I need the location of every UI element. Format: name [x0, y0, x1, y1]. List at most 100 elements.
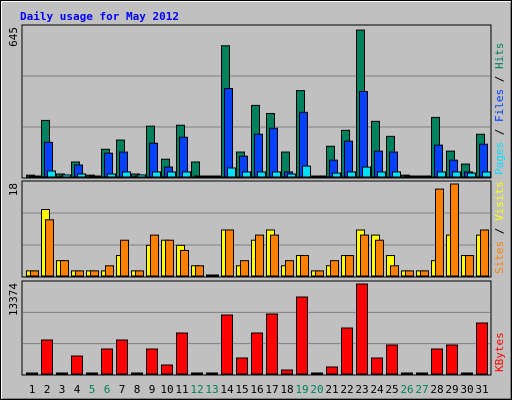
bar — [311, 372, 323, 375]
bar — [377, 171, 386, 178]
bar — [467, 172, 476, 178]
x-tick-label: 12 — [190, 383, 203, 396]
bar — [407, 175, 416, 178]
bar — [165, 239, 174, 277]
bar — [236, 357, 248, 375]
x-tick-label: 17 — [265, 383, 278, 396]
bar — [206, 372, 218, 375]
bar — [269, 127, 278, 178]
bar — [482, 171, 491, 178]
legend-separator: / — [493, 122, 506, 142]
bar — [101, 348, 113, 375]
bar — [30, 270, 39, 277]
bar — [191, 161, 200, 178]
legend-entry: Files — [493, 89, 506, 122]
bar — [360, 234, 369, 277]
legend-entry: KBytes — [493, 332, 506, 372]
bar — [390, 265, 399, 277]
bar — [345, 255, 354, 277]
x-tick-label: 5 — [89, 383, 96, 396]
x-tick-label: 16 — [250, 383, 263, 396]
bar — [152, 171, 161, 178]
bar — [251, 332, 263, 375]
bar — [116, 339, 128, 375]
x-tick-label: 19 — [295, 383, 308, 396]
bar — [212, 175, 221, 178]
x-tick-label: 1 — [29, 383, 36, 396]
legend-entry: Sites — [493, 241, 506, 274]
bar — [41, 339, 53, 375]
bar — [71, 355, 83, 375]
bar — [300, 255, 309, 277]
bar — [150, 234, 159, 277]
x-tick-label: 25 — [385, 383, 398, 396]
bar — [392, 171, 401, 178]
legend-separator: / — [493, 69, 506, 89]
bar — [75, 270, 84, 277]
bar — [77, 173, 86, 178]
bar — [180, 249, 189, 277]
bar — [179, 136, 188, 178]
bar — [465, 255, 474, 277]
bar — [47, 170, 56, 178]
bar — [332, 172, 341, 178]
bar — [131, 372, 143, 375]
bar — [420, 270, 429, 277]
x-tick-label: 11 — [175, 383, 188, 396]
bar — [197, 175, 206, 178]
y-max-label: 13374 — [7, 283, 20, 316]
bar — [255, 234, 264, 277]
bar — [221, 314, 233, 375]
bar — [242, 171, 251, 178]
bar — [422, 175, 431, 178]
bar — [285, 260, 294, 277]
bar — [92, 175, 101, 178]
bar — [86, 372, 98, 375]
bar — [45, 219, 54, 277]
bar — [240, 260, 249, 277]
legend: Sites / Visits — [493, 181, 506, 274]
legend-entry: Hits — [493, 43, 506, 70]
bar — [270, 234, 279, 277]
bar — [326, 366, 338, 375]
x-tick-label: 9 — [149, 383, 156, 396]
x-tick-label: 15 — [235, 383, 248, 396]
bar — [386, 344, 398, 375]
chart-title: Daily usage for May 2012 — [20, 10, 179, 23]
bar — [32, 175, 41, 178]
x-tick-label: 26 — [400, 383, 413, 396]
bar — [302, 165, 311, 178]
bar — [122, 171, 131, 178]
bar — [120, 239, 129, 277]
legend: Pages / Files / Hits — [493, 43, 506, 176]
x-tick-label: 24 — [370, 383, 384, 396]
bar — [90, 270, 99, 277]
bar — [437, 171, 446, 178]
bar — [191, 372, 203, 375]
bar — [56, 372, 68, 375]
bar — [450, 183, 459, 277]
bar — [296, 296, 308, 375]
x-tick-label: 29 — [445, 383, 458, 396]
bar — [257, 171, 266, 178]
bar — [225, 229, 234, 277]
x-tick-label: 14 — [220, 383, 234, 396]
x-tick-label: 20 — [310, 383, 323, 396]
bar — [317, 175, 326, 178]
bar — [452, 171, 461, 178]
bar — [272, 171, 281, 178]
bar — [476, 322, 488, 375]
bar — [137, 174, 146, 178]
bar — [330, 260, 339, 277]
bar — [254, 133, 263, 178]
y-max-label: 18 — [7, 183, 20, 196]
bar — [26, 372, 38, 375]
bar — [266, 313, 278, 375]
bar — [161, 364, 173, 375]
bar — [356, 283, 368, 375]
x-tick-label: 8 — [134, 383, 141, 396]
x-tick-label: 23 — [355, 383, 368, 396]
bar — [315, 270, 324, 277]
